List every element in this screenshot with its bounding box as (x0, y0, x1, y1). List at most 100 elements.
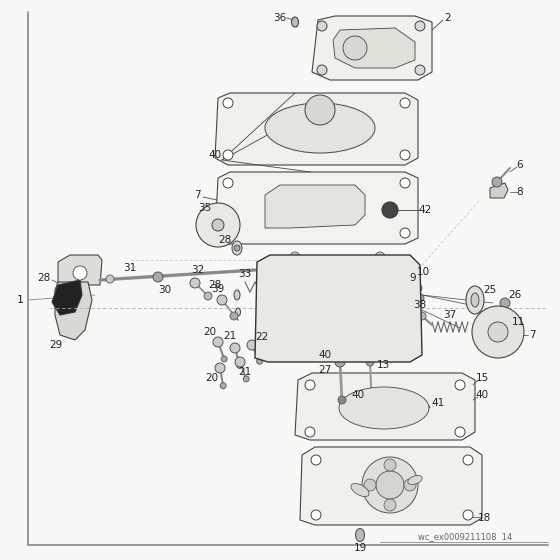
Circle shape (400, 98, 410, 108)
Text: 35: 35 (198, 203, 212, 213)
Circle shape (414, 284, 422, 292)
Circle shape (418, 312, 426, 320)
Ellipse shape (265, 103, 375, 153)
Circle shape (284, 279, 296, 291)
Circle shape (335, 357, 345, 367)
Circle shape (223, 150, 233, 160)
Ellipse shape (351, 483, 369, 497)
Text: 31: 31 (123, 263, 137, 273)
Text: 1: 1 (16, 295, 24, 305)
Ellipse shape (471, 293, 479, 307)
Circle shape (400, 228, 410, 238)
Circle shape (404, 346, 412, 354)
Text: 9: 9 (410, 273, 416, 283)
Circle shape (305, 380, 315, 390)
Text: 6: 6 (517, 160, 523, 170)
Text: 21: 21 (223, 331, 237, 341)
Circle shape (455, 380, 465, 390)
Polygon shape (490, 183, 508, 198)
Circle shape (400, 150, 410, 160)
Text: 32: 32 (192, 265, 204, 275)
Circle shape (247, 340, 257, 350)
Text: 33: 33 (239, 269, 251, 279)
Text: 41: 41 (431, 398, 445, 408)
Polygon shape (215, 93, 418, 165)
Text: 11: 11 (511, 317, 525, 327)
Text: 22: 22 (255, 332, 269, 342)
Circle shape (317, 65, 327, 75)
Circle shape (220, 382, 226, 389)
Ellipse shape (232, 241, 242, 255)
Text: 20: 20 (203, 327, 217, 337)
Circle shape (290, 252, 300, 262)
Text: 27: 27 (319, 365, 332, 375)
Circle shape (305, 95, 335, 125)
Polygon shape (215, 172, 418, 244)
Circle shape (243, 376, 249, 382)
Ellipse shape (356, 529, 365, 542)
Circle shape (384, 459, 396, 471)
Circle shape (455, 427, 465, 437)
Circle shape (375, 252, 385, 262)
Text: wc_ex0009211108  14: wc_ex0009211108 14 (418, 533, 512, 542)
Polygon shape (255, 255, 422, 362)
Text: 18: 18 (477, 513, 491, 523)
Text: 40: 40 (319, 350, 332, 360)
Circle shape (404, 266, 412, 274)
Circle shape (106, 275, 114, 283)
Circle shape (264, 346, 272, 354)
Circle shape (500, 298, 510, 308)
Circle shape (223, 178, 233, 188)
Polygon shape (295, 373, 475, 440)
Text: 42: 42 (418, 205, 432, 215)
Polygon shape (300, 447, 482, 525)
Ellipse shape (466, 286, 484, 314)
Text: 28: 28 (38, 273, 50, 283)
Circle shape (311, 510, 321, 520)
Circle shape (376, 471, 404, 499)
Circle shape (204, 292, 212, 300)
Circle shape (400, 178, 410, 188)
Text: 20: 20 (206, 373, 218, 383)
Text: 7: 7 (194, 190, 200, 200)
Circle shape (234, 245, 240, 251)
Circle shape (307, 282, 343, 318)
Circle shape (415, 65, 425, 75)
Circle shape (153, 272, 163, 282)
Text: 38: 38 (413, 300, 427, 310)
Circle shape (223, 228, 233, 238)
Circle shape (472, 306, 524, 358)
Text: 29: 29 (49, 340, 63, 350)
Polygon shape (358, 402, 430, 415)
Text: 13: 13 (376, 360, 390, 370)
Circle shape (416, 294, 424, 302)
Circle shape (415, 21, 425, 31)
Circle shape (317, 21, 327, 31)
Text: 28: 28 (218, 235, 232, 245)
Circle shape (264, 266, 272, 274)
Circle shape (359, 274, 381, 296)
Polygon shape (333, 28, 415, 68)
Text: 15: 15 (475, 373, 489, 383)
Text: 25: 25 (483, 285, 497, 295)
Circle shape (217, 295, 227, 305)
Circle shape (463, 510, 473, 520)
Circle shape (305, 427, 315, 437)
Ellipse shape (408, 475, 422, 484)
Polygon shape (58, 255, 102, 285)
Text: 39: 39 (211, 284, 225, 294)
Text: 19: 19 (353, 543, 367, 553)
Circle shape (221, 356, 227, 362)
Circle shape (215, 363, 225, 373)
Text: 40: 40 (475, 390, 488, 400)
Ellipse shape (234, 290, 240, 300)
Text: 28: 28 (208, 280, 222, 290)
Circle shape (338, 396, 346, 404)
Text: 40: 40 (208, 150, 222, 160)
Text: 8: 8 (517, 187, 523, 197)
Text: 2: 2 (445, 13, 451, 23)
Circle shape (73, 266, 87, 280)
Circle shape (365, 280, 375, 290)
Polygon shape (52, 280, 82, 315)
Text: 30: 30 (158, 285, 171, 295)
